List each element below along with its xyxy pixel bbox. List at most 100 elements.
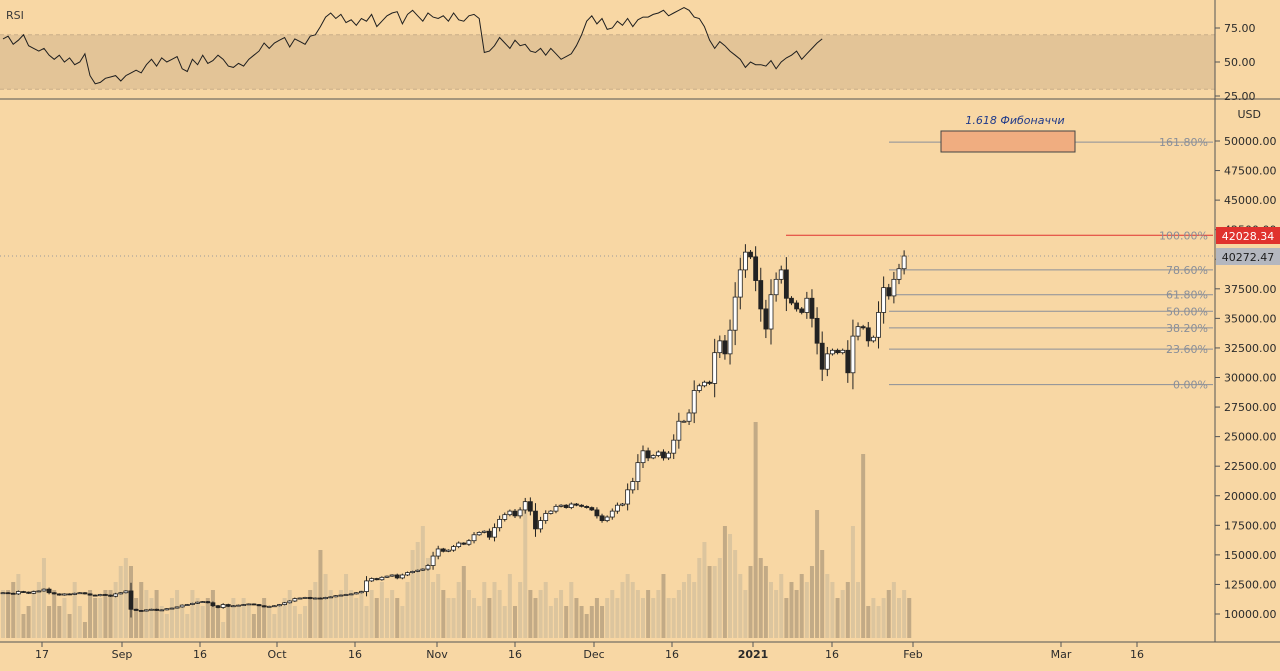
candle-body xyxy=(195,601,200,604)
candle-body xyxy=(149,608,154,611)
volume-bar xyxy=(185,614,190,638)
candle-body xyxy=(553,505,559,512)
rsi-axis[interactable]: 75.00 50.00 25.00 xyxy=(1215,22,1256,103)
volume-bar xyxy=(11,582,16,638)
candle-body xyxy=(118,592,124,595)
volume-bar xyxy=(267,606,272,638)
candle-body xyxy=(855,326,861,337)
volume-bar xyxy=(492,582,497,638)
volume-bars xyxy=(1,422,912,638)
candle-body xyxy=(384,575,390,578)
volume-bar xyxy=(364,606,369,638)
candle-body xyxy=(358,591,364,594)
volume-bar xyxy=(743,590,748,638)
candle-body xyxy=(333,595,339,598)
volume-bar xyxy=(707,566,712,638)
price-tick-label: 10000.00 xyxy=(1224,608,1277,621)
candle-body xyxy=(676,420,682,441)
volume-bar xyxy=(405,582,410,638)
candle-body xyxy=(0,592,6,595)
volume-bar xyxy=(579,606,584,638)
price-tick-label: 47500.00 xyxy=(1224,165,1277,178)
candle-body xyxy=(154,608,160,611)
volume-bar xyxy=(338,590,343,638)
candle-body xyxy=(159,609,165,612)
candle-body xyxy=(302,597,308,599)
candle-body xyxy=(307,597,313,600)
time-tick-label: Nov xyxy=(426,648,448,661)
candle-body xyxy=(758,280,764,310)
candle-body xyxy=(650,455,656,459)
volume-bar xyxy=(553,598,558,638)
candle-body xyxy=(220,604,226,608)
volume-bar xyxy=(497,590,502,638)
volume-bar xyxy=(850,526,855,638)
candle-body xyxy=(282,602,288,605)
candle-body xyxy=(681,420,687,423)
volume-bar xyxy=(323,574,328,638)
volume-bar xyxy=(507,574,512,638)
rsi-pane: RSI xyxy=(0,7,1215,90)
candle-body xyxy=(481,530,487,533)
price-tick-label: 50000.00 xyxy=(1224,135,1277,148)
candle-body xyxy=(471,534,477,542)
candle-body xyxy=(881,287,887,313)
volume-bar xyxy=(57,606,62,638)
candle-body xyxy=(686,412,692,422)
volume-bar xyxy=(415,542,420,638)
candle-body xyxy=(374,578,380,581)
volume-bar xyxy=(697,558,702,638)
volume-bar xyxy=(6,590,11,638)
volume-bar xyxy=(625,574,630,638)
time-tick-label: 16 xyxy=(1130,648,1144,661)
volume-bar xyxy=(169,598,174,638)
volume-bar xyxy=(16,574,21,638)
volume-bar xyxy=(845,582,850,638)
candle-body xyxy=(440,548,446,552)
fibonacci-tool[interactable]: 161.80% 100.00% 78.60% 61.80% 50.00% 38.20% 23… xyxy=(0,114,1215,392)
volume-bar xyxy=(303,606,308,638)
volume-bar xyxy=(154,590,159,638)
volume-bar xyxy=(871,598,876,638)
volume-bar xyxy=(67,614,72,638)
volume-bar xyxy=(641,598,645,638)
volume-bar xyxy=(420,526,425,638)
candle-body xyxy=(860,326,866,329)
candle-body xyxy=(548,510,554,514)
volume-bar xyxy=(282,598,287,638)
candle-body xyxy=(318,597,323,600)
time-axis[interactable]: 17 Sep 16 Oct 16 Nov 16 Dec 16 2021 16 Feb Mar 16 xyxy=(35,642,1144,661)
rsi-band xyxy=(0,34,1215,90)
candle-body xyxy=(615,504,620,512)
candle-body xyxy=(425,565,431,570)
fib-target-box xyxy=(940,130,1076,153)
volume-bar xyxy=(835,598,840,638)
candle-body xyxy=(164,608,170,611)
volume-bar xyxy=(466,590,471,638)
volume-bar xyxy=(886,590,891,638)
candle-body xyxy=(579,504,584,507)
volume-bar xyxy=(47,606,52,638)
volume-bar xyxy=(210,590,215,638)
rsi-tick-label: 25.00 xyxy=(1224,90,1256,103)
volume-bar xyxy=(671,598,676,638)
volume-bar xyxy=(605,598,610,638)
volume-bar xyxy=(646,590,651,638)
candle-body xyxy=(666,452,671,459)
volume-bar xyxy=(769,582,773,638)
price-axis[interactable]: 50000.0047500.0045000.0042500.0040000.00… xyxy=(1215,135,1277,621)
candle-body xyxy=(297,597,303,600)
time-tick-label: Oct xyxy=(267,648,287,661)
volume-bar xyxy=(461,566,466,638)
volume-bar xyxy=(359,590,364,638)
candle-body xyxy=(712,352,718,384)
candle-body xyxy=(430,555,436,566)
last-price-label: 40272.47 xyxy=(1222,251,1275,264)
volume-bar xyxy=(876,606,881,638)
price-tick-label: 45000.00 xyxy=(1224,194,1277,207)
candle-body xyxy=(486,530,492,538)
candle-body xyxy=(369,578,375,582)
volume-bar xyxy=(789,582,794,638)
